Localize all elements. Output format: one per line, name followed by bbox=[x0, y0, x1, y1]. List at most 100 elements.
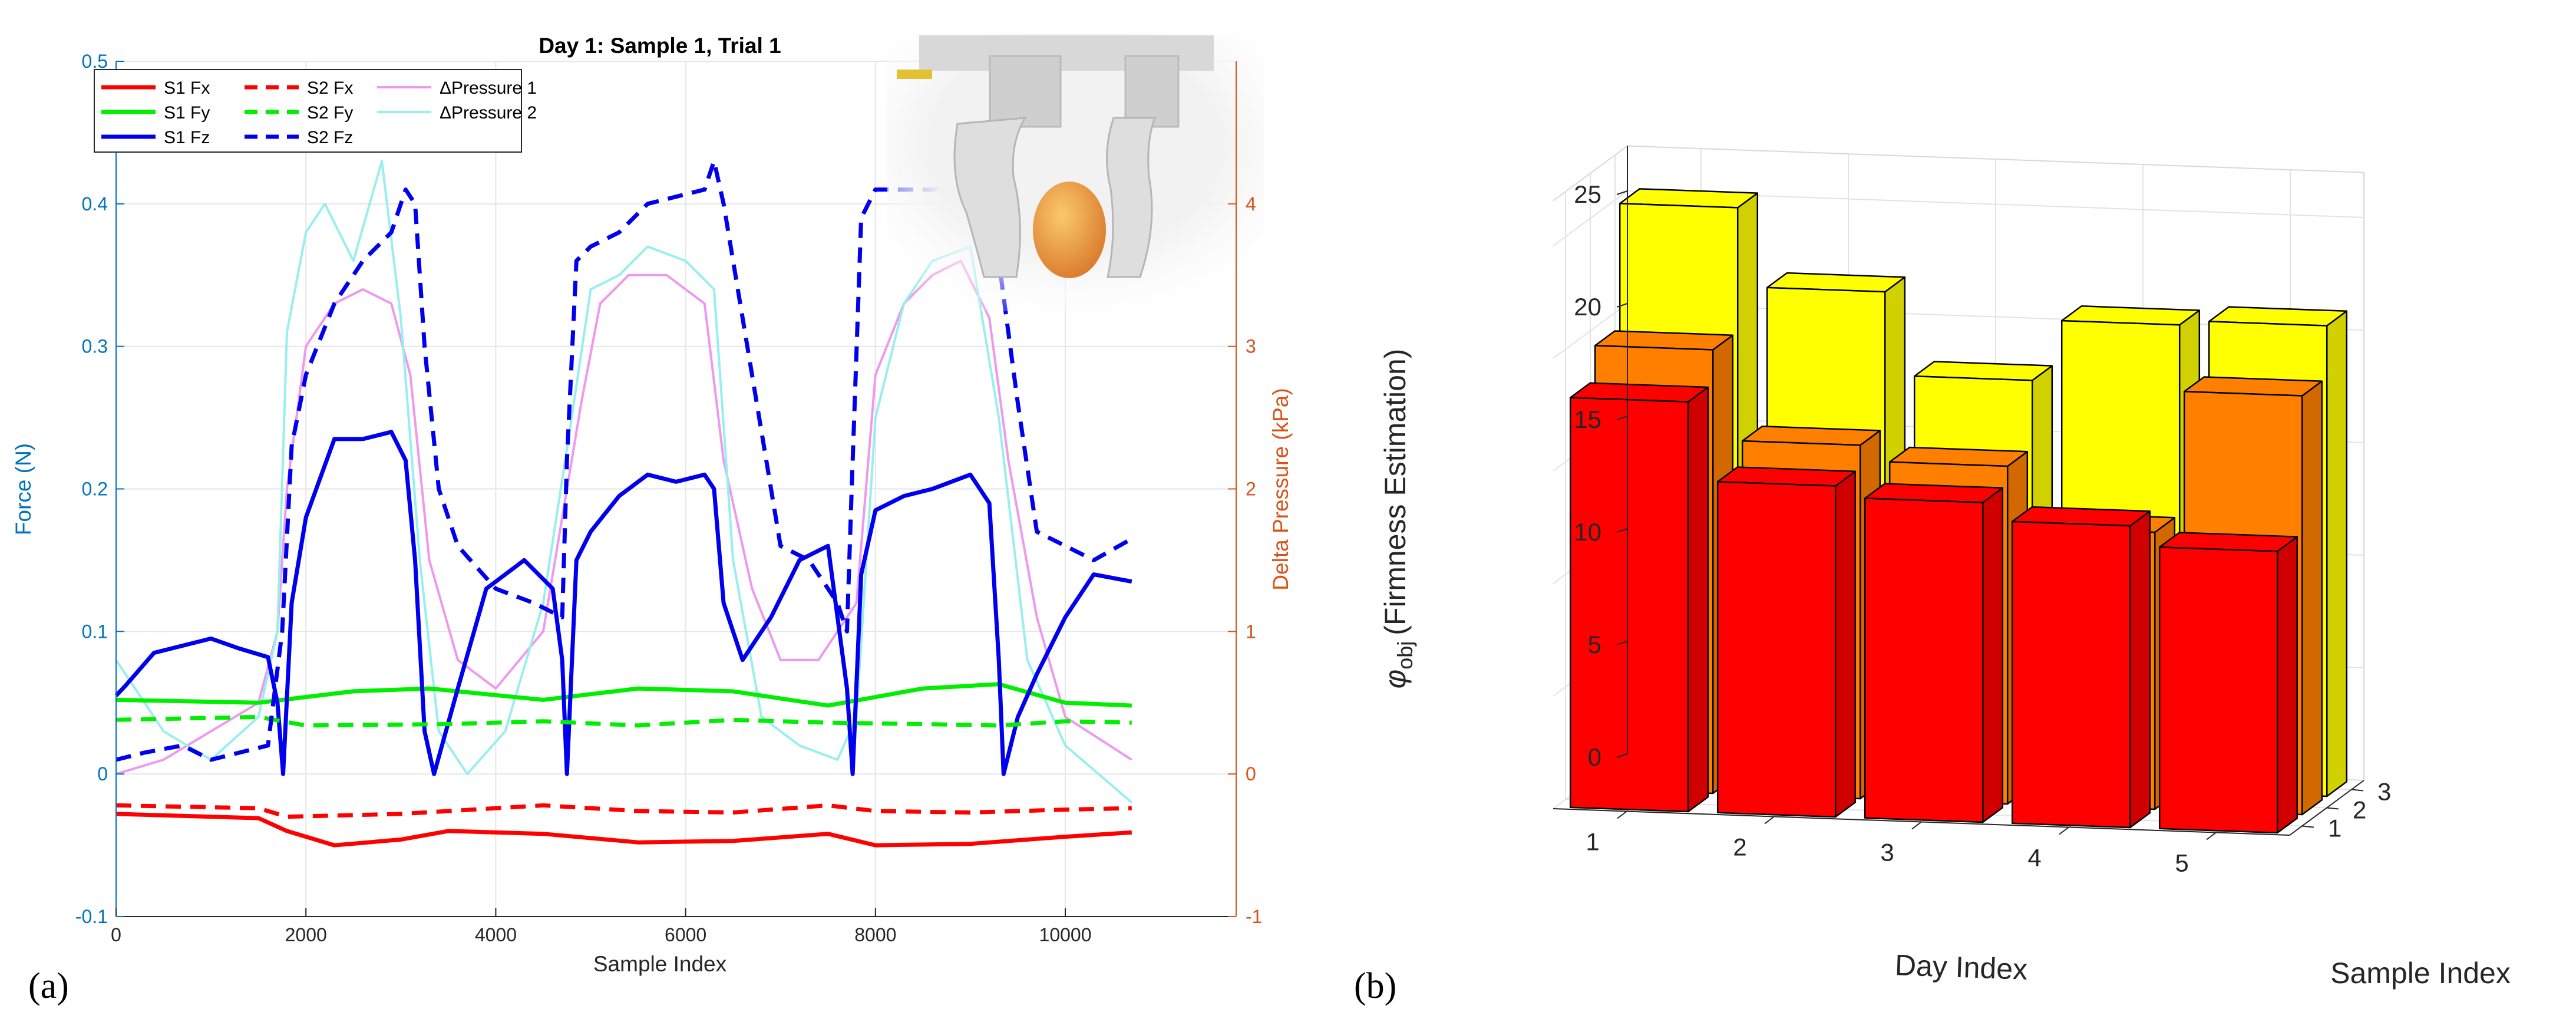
x-tick-label: 2000 bbox=[285, 924, 327, 945]
y-tick-label: 0.1 bbox=[82, 621, 108, 642]
panel-b-bars bbox=[1569, 188, 2348, 834]
series-line--pressure-1 bbox=[115, 259, 1132, 776]
zlabel-subscript: obj bbox=[1393, 641, 1417, 670]
panel-a-label: (a) bbox=[28, 966, 69, 1006]
inset-photo-gripper-peach bbox=[887, 34, 1264, 311]
bar-side-face bbox=[2129, 510, 2151, 829]
y-right-tick-label: 2 bbox=[1246, 479, 1256, 500]
legend-box bbox=[94, 69, 522, 153]
series-line-s1-fz bbox=[114, 430, 1132, 776]
bar-front-face bbox=[1569, 397, 1689, 813]
y-right-tick-label: 4 bbox=[1246, 193, 1256, 215]
panel-b-label: (b) bbox=[1354, 966, 1396, 1006]
day-tick bbox=[2206, 832, 2217, 840]
photo-finger-left bbox=[953, 117, 1027, 278]
bar-side-face bbox=[1981, 487, 2004, 823]
panel-a-ylabel: Force (N) bbox=[11, 443, 35, 535]
bar-day-3-sample-1 bbox=[1864, 483, 2004, 823]
bar-day-5-sample-1 bbox=[2158, 532, 2298, 834]
panel-a-axes: 0 2000 4000 6000 8000 10000-0.100.10.20.30.40… bbox=[75, 51, 1263, 945]
panel-a-legend: S1 Fx S1 Fy S1 Fz S2 Fx S2 Fy S2 Fz ΔPressure … bbox=[94, 69, 537, 153]
day-tick bbox=[1617, 810, 1627, 819]
legend-label: ΔPressure 1 bbox=[440, 78, 537, 98]
z-tick-label: 0 bbox=[1588, 743, 1601, 771]
bar-front-face bbox=[2158, 546, 2278, 834]
day-tick-label: 4 bbox=[2027, 844, 2041, 872]
day-tick bbox=[1764, 816, 1775, 825]
bar-side-face bbox=[2276, 536, 2298, 834]
z-tick-label: 5 bbox=[1588, 631, 1601, 658]
series-line-s1-fy bbox=[115, 682, 1132, 708]
bar-day-1-sample-1 bbox=[1569, 382, 1709, 813]
bar-side-face bbox=[1834, 470, 1857, 818]
zlabel-text: (Firmness Estimation) bbox=[1379, 349, 1412, 635]
y-right-tick-label: 3 bbox=[1246, 336, 1256, 357]
sample-tick-label: 1 bbox=[2328, 815, 2341, 842]
z-tick bbox=[1616, 528, 1628, 533]
photo-yellow-tab bbox=[897, 70, 932, 79]
x-tick-label: 4000 bbox=[475, 924, 517, 945]
day-tick-label: 5 bbox=[2175, 849, 2188, 877]
sample-tick bbox=[2351, 789, 2364, 792]
x-tick-label: 8000 bbox=[854, 924, 896, 945]
y-tick-label: 0.3 bbox=[82, 336, 108, 357]
y-right-tick-label: -1 bbox=[1246, 906, 1262, 927]
sample-tick-label: 3 bbox=[2377, 778, 2391, 806]
day-tick bbox=[2059, 826, 2069, 835]
y-tick-label: -0.1 bbox=[75, 906, 108, 927]
z-tick bbox=[1616, 753, 1628, 758]
day-tick bbox=[1911, 821, 1922, 830]
x-tick-label: 0 bbox=[111, 924, 121, 945]
legend-label: S1 Fx bbox=[164, 78, 210, 98]
day-tick-label: 2 bbox=[1733, 833, 1746, 861]
panel-a-line-chart: 0 2000 4000 6000 8000 10000-0.100.10.20.30.40… bbox=[11, 34, 1293, 1006]
photo-finger-right bbox=[1106, 117, 1157, 278]
series-line-s2-fx bbox=[115, 803, 1132, 819]
y-tick-label: 0 bbox=[97, 763, 108, 785]
day-tick-label: 3 bbox=[1880, 839, 1894, 866]
bar-day-2-sample-1 bbox=[1716, 466, 1857, 818]
photo-mount-left bbox=[989, 55, 1062, 128]
z-tick bbox=[1616, 416, 1628, 420]
z-tick bbox=[1616, 641, 1628, 645]
zlabel-symbol: φ bbox=[1379, 670, 1412, 689]
bar-side-face bbox=[2301, 380, 2323, 816]
panel-b-ylabel: Sample Index bbox=[2330, 957, 2511, 990]
bar-front-face bbox=[2011, 520, 2131, 829]
legend-label: S2 Fy bbox=[307, 103, 353, 123]
bar-side-face bbox=[2326, 310, 2348, 797]
panel-a-ylabel-right: Delta Pressure (kPa) bbox=[1269, 388, 1293, 590]
y-right-tick-label: 0 bbox=[1246, 763, 1256, 785]
x-tick-label: 6000 bbox=[665, 924, 706, 945]
day-tick-label: 1 bbox=[1586, 828, 1599, 856]
photo-mount-right bbox=[1124, 55, 1180, 128]
series-line-s1-fx bbox=[115, 812, 1132, 848]
y-tick-label: 0.4 bbox=[82, 193, 108, 215]
series-line-s2-fz bbox=[115, 159, 1133, 762]
legend-label: S2 Fz bbox=[307, 128, 353, 147]
panel-a-xlabel: Sample Index bbox=[593, 952, 727, 976]
series-line-s2-fy bbox=[115, 714, 1132, 728]
z-tick-label: 15 bbox=[1574, 406, 1601, 433]
photo-peach bbox=[1033, 182, 1106, 278]
bar-day-4-sample-1 bbox=[2011, 506, 2151, 829]
y-tick-label: 0.2 bbox=[82, 479, 108, 500]
legend-label: S2 Fx bbox=[307, 78, 353, 98]
z-tick bbox=[1616, 190, 1628, 195]
panel-b-xlabel: Day Index bbox=[1894, 948, 2028, 986]
legend-label: ΔPressure 2 bbox=[440, 103, 537, 123]
z-tick-label: 10 bbox=[1574, 518, 1601, 546]
z-tick-label: 20 bbox=[1574, 293, 1601, 321]
bar-front-face bbox=[1864, 497, 1984, 823]
panel-b-zlabel: φobj (Firmness Estimation) bbox=[1379, 349, 1417, 689]
legend-label: S1 Fz bbox=[164, 128, 210, 147]
sample-tick bbox=[2301, 825, 2314, 828]
legend-label: S1 Fy bbox=[164, 103, 210, 123]
sample-tick-label: 2 bbox=[2353, 796, 2366, 824]
z-tick bbox=[1616, 303, 1628, 308]
bar-front-face bbox=[1716, 481, 1837, 818]
x-tick-label: 10000 bbox=[1039, 924, 1092, 945]
